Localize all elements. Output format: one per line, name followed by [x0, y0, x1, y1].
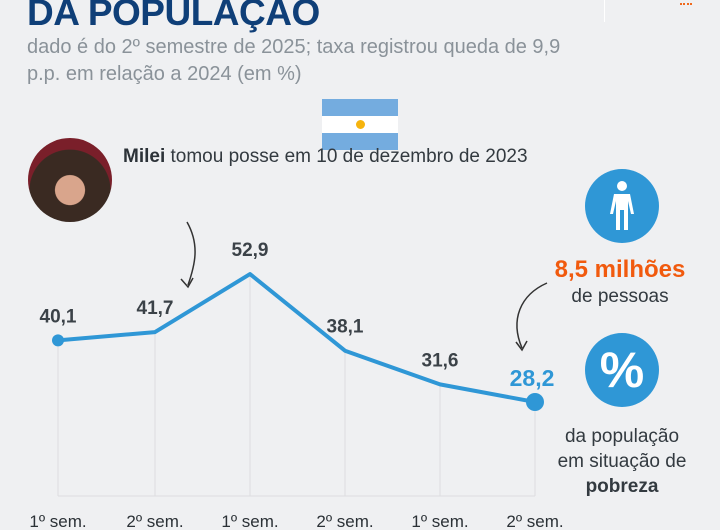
data-label: 28,2 — [510, 365, 555, 391]
brand-mark — [680, 0, 692, 5]
x-tick-label: 1º sem. — [411, 512, 468, 530]
data-label: 31,6 — [422, 350, 459, 371]
subtitle: dado é do 2º semestre de 2025; taxa regi… — [27, 36, 561, 85]
annotation-text: tomou posse em 10 de dezembro de 2023 — [165, 146, 528, 167]
millions-arrow — [516, 282, 548, 349]
data-point — [52, 334, 64, 347]
caption-bold: pobreza — [585, 476, 659, 497]
annotation: Milei tomou posse em 10 de dezembro de 2… — [123, 144, 528, 170]
series-line — [57, 272, 536, 404]
people-label: de pessoas — [571, 286, 669, 307]
x-tick-label: 1º sem. — [29, 512, 86, 530]
divider — [604, 0, 605, 22]
milei-photo — [28, 138, 112, 222]
arrowhead-icon — [180, 277, 194, 289]
x-tick-label: 1º sem. — [221, 512, 278, 530]
arrowhead-icon — [515, 340, 528, 352]
data-label: 40,1 — [40, 306, 77, 327]
millions-count: 8,5 milhões — [554, 256, 686, 283]
data-label: 52,9 — [232, 240, 269, 261]
percent-icon: % — [585, 333, 659, 407]
caption-line: da população — [564, 426, 680, 447]
x-tick-label: 2º sem. — [316, 512, 373, 530]
argentina-flag-icon — [322, 99, 398, 150]
caption-line: em situação de — [557, 451, 687, 472]
x-tick-label: 2º sem. — [506, 512, 563, 530]
x-tick-label: 2º sem. — [126, 512, 183, 530]
population-caption: da população em situação de pobreza — [530, 424, 714, 499]
page-title: DA POPULAÇÃO — [27, 0, 320, 33]
data-label: 41,7 — [137, 298, 174, 319]
person-icon — [585, 169, 659, 243]
annotation-arrow — [186, 221, 196, 286]
data-label: 38,1 — [327, 317, 364, 338]
annotation-bold: Milei — [123, 146, 166, 167]
data-point — [526, 393, 544, 411]
